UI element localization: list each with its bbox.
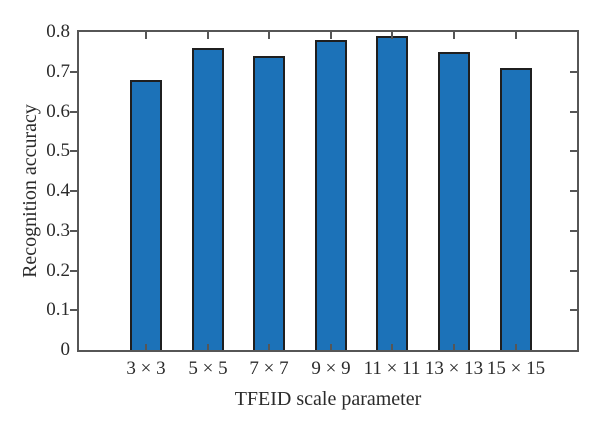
y-tick-label: 0.1 [46, 299, 70, 320]
y-tick-right [570, 111, 577, 113]
x-tick-label: 11 × 11 [363, 358, 421, 379]
x-tick-top [268, 32, 270, 39]
y-tick-label: 0.2 [46, 260, 70, 281]
y-tick-label: 0.3 [46, 220, 70, 241]
x-tick-label: 5 × 5 [188, 358, 228, 379]
x-tick-label: 13 × 13 [424, 358, 484, 379]
y-tick-label: 0.4 [46, 180, 70, 201]
x-axis-title: TFEID scale parameter [234, 388, 422, 410]
x-tick-label: 3 × 3 [126, 358, 166, 379]
y-tick-label: 0.5 [46, 140, 70, 161]
y-tick-label: 0.6 [46, 101, 70, 122]
y-tick-left [70, 309, 77, 311]
y-tick-right [570, 230, 577, 232]
y-tick-right [570, 190, 577, 192]
x-tick-bottom [145, 344, 147, 350]
bar [500, 68, 532, 350]
y-tick-left [70, 150, 77, 152]
bar [376, 36, 408, 350]
y-tick-left [70, 71, 77, 73]
x-tick-bottom [515, 344, 517, 350]
x-tick-bottom [391, 344, 393, 350]
x-tick-bottom [207, 344, 209, 350]
y-tick-right [570, 150, 577, 152]
bar [315, 40, 347, 350]
x-tick-bottom [268, 344, 270, 350]
y-tick-left [70, 111, 77, 113]
y-tick-label: 0.8 [46, 21, 70, 42]
y-tick-label: 0 [60, 339, 71, 360]
plot-area [77, 30, 579, 352]
bar [130, 80, 162, 350]
y-tick-left [70, 230, 77, 232]
x-tick-top [453, 32, 455, 39]
y-tick-right [570, 71, 577, 73]
x-tick-top [145, 32, 147, 39]
x-tick-label: 15 × 15 [486, 358, 546, 379]
y-tick-left [70, 270, 77, 272]
y-tick-right [570, 270, 577, 272]
y-tick-label: 0.7 [46, 61, 70, 82]
x-tick-label: 7 × 7 [249, 358, 289, 379]
x-tick-top [330, 32, 332, 39]
x-tick-bottom [453, 344, 455, 350]
y-tick-right [570, 309, 577, 311]
bar [192, 48, 224, 350]
x-tick-top [207, 32, 209, 39]
x-tick-top [515, 32, 517, 39]
x-tick-bottom [330, 344, 332, 350]
bar [253, 56, 285, 350]
x-tick-top [391, 32, 393, 39]
x-tick-label: 9 × 9 [311, 358, 351, 379]
bar [438, 52, 470, 350]
y-tick-left [70, 190, 77, 192]
